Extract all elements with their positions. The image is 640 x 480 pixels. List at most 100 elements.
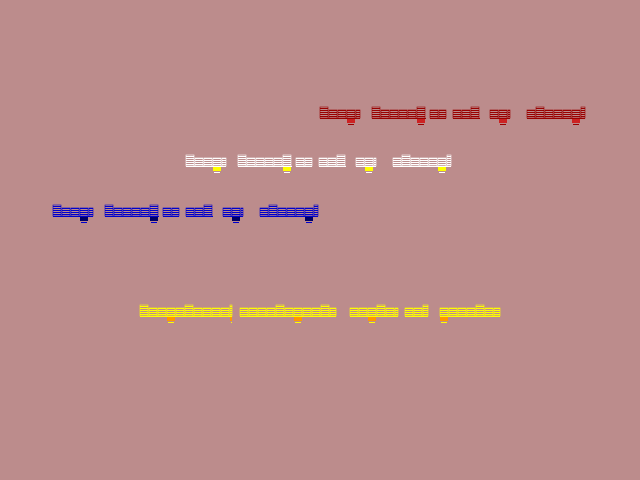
glyph <box>295 207 305 217</box>
glyph <box>439 307 449 317</box>
glyph <box>277 207 287 217</box>
glyph-descender <box>306 221 312 224</box>
word-baseline <box>163 216 179 217</box>
glyph <box>416 106 426 119</box>
garbled-text-line <box>52 204 319 224</box>
word-baseline <box>186 216 213 217</box>
glyph <box>185 154 195 167</box>
glyph <box>419 157 429 167</box>
glyph <box>429 109 439 119</box>
glyph <box>131 207 141 217</box>
glyph <box>398 109 408 119</box>
glyph <box>553 109 563 119</box>
glyph <box>461 109 471 119</box>
glyph <box>367 307 377 317</box>
glyph <box>257 307 267 317</box>
glyph <box>184 304 194 317</box>
glyph-accent <box>232 216 240 221</box>
glyph <box>448 307 458 317</box>
glyph <box>202 307 212 317</box>
glyph <box>266 307 276 317</box>
glyph-accent <box>305 216 313 221</box>
glyph <box>284 307 294 317</box>
glyph <box>437 157 447 167</box>
glyph <box>337 109 347 119</box>
glyph <box>221 157 227 167</box>
glyph-descender <box>366 171 372 174</box>
garbled-text-line <box>185 154 452 174</box>
glyph-accent <box>499 118 507 123</box>
glyph-accent <box>347 118 355 123</box>
glyph <box>410 157 420 167</box>
glyph-accent <box>572 118 580 123</box>
glyph <box>466 307 476 317</box>
glyph <box>507 109 511 119</box>
garbled-text-line <box>319 106 586 126</box>
glyph <box>268 204 278 217</box>
glyph <box>484 307 494 317</box>
glyph <box>304 207 314 217</box>
glyph <box>392 157 402 167</box>
glyph-accent <box>283 166 291 171</box>
glyph-descender <box>231 321 232 324</box>
glyph <box>413 307 423 317</box>
glyph <box>373 157 377 167</box>
glyph-descender <box>348 123 354 126</box>
glyph <box>336 154 346 167</box>
glyph-accent <box>80 216 88 221</box>
word-baseline <box>372 118 426 119</box>
glyph <box>286 207 296 217</box>
glyph <box>231 207 241 217</box>
word-baseline <box>238 166 292 167</box>
glyph <box>122 207 132 217</box>
glyph <box>88 207 94 217</box>
glyph <box>493 307 501 317</box>
glyph <box>240 207 244 217</box>
word-baseline <box>186 166 226 167</box>
glyph <box>346 109 356 119</box>
glyph-descender <box>214 171 220 174</box>
glyph <box>446 154 452 167</box>
glyph <box>302 307 312 317</box>
glyph <box>318 157 328 167</box>
glyph <box>212 157 222 167</box>
glyph <box>355 157 365 167</box>
glyph <box>175 307 185 317</box>
glyph <box>376 304 386 317</box>
glyph <box>194 207 204 217</box>
glyph <box>355 109 361 119</box>
word-baseline <box>319 166 346 167</box>
glyph-descender <box>441 321 447 324</box>
glyph <box>571 109 581 119</box>
glyph <box>273 157 283 167</box>
word-baseline <box>53 216 93 217</box>
glyph <box>422 304 429 317</box>
glyph <box>104 204 114 217</box>
glyph <box>139 304 149 317</box>
glyph <box>166 307 176 317</box>
glyph-descender <box>233 221 239 224</box>
word-baseline <box>223 216 243 217</box>
word-baseline <box>490 118 510 119</box>
glyph <box>239 307 249 317</box>
glyph <box>149 204 159 217</box>
glyph <box>457 307 467 317</box>
word-baseline <box>140 316 232 317</box>
glyph <box>389 109 399 119</box>
glyph-accent <box>440 316 448 321</box>
glyph <box>185 207 195 217</box>
glyph <box>255 157 265 167</box>
glyph <box>157 307 167 317</box>
glyph-accent <box>230 316 232 321</box>
glyph <box>162 207 172 217</box>
glyph <box>203 204 213 217</box>
glyph <box>401 154 411 167</box>
glyph <box>349 307 359 317</box>
glyph <box>79 207 89 217</box>
glyph-accent <box>438 166 446 171</box>
glyph-accent <box>417 118 425 123</box>
glyph <box>304 157 313 167</box>
glyph <box>394 307 399 317</box>
